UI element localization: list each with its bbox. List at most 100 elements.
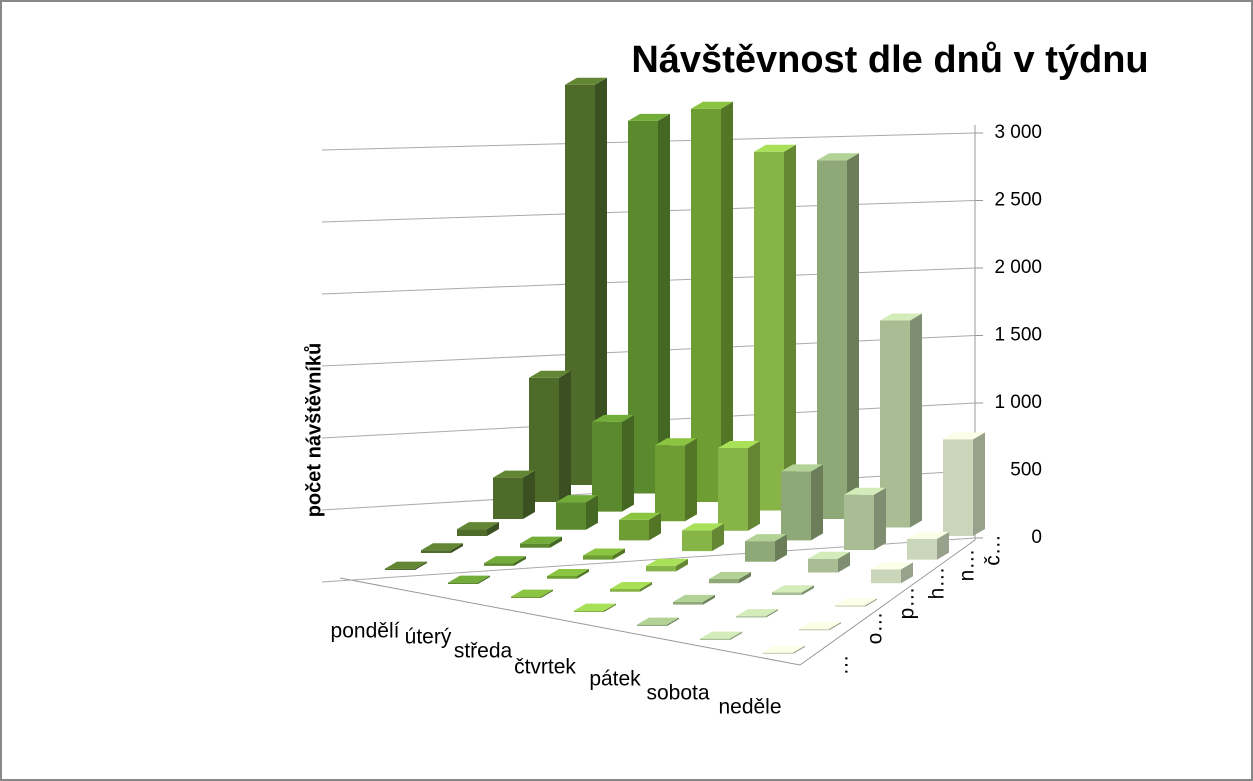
x-tick-label: středa bbox=[454, 640, 513, 663]
bar-side bbox=[721, 101, 733, 502]
bar-front bbox=[493, 477, 523, 519]
bar bbox=[610, 581, 652, 592]
bar-front bbox=[907, 538, 937, 560]
y-tick-label: 2 500 bbox=[994, 190, 1042, 211]
bar-top bbox=[709, 572, 751, 580]
bar-side bbox=[865, 598, 877, 607]
bar-top bbox=[511, 589, 553, 597]
bar-side bbox=[622, 414, 634, 512]
bar-front bbox=[763, 652, 793, 654]
bar-front bbox=[772, 592, 802, 595]
bar bbox=[619, 512, 661, 541]
bar-top bbox=[457, 522, 499, 530]
bar-front bbox=[583, 555, 613, 560]
bar-side bbox=[811, 464, 823, 541]
bar bbox=[421, 543, 463, 553]
bar-front bbox=[457, 529, 487, 536]
depth-label: o… bbox=[864, 612, 887, 645]
bar-top bbox=[592, 414, 634, 422]
x-tick-label: sobota bbox=[646, 682, 709, 705]
bar-front bbox=[673, 601, 703, 605]
bar bbox=[943, 432, 985, 536]
bar-front bbox=[808, 558, 838, 573]
bar-top bbox=[880, 313, 922, 321]
bar-side bbox=[604, 603, 616, 612]
bar-side bbox=[676, 558, 688, 572]
y-tick-label: 3 000 bbox=[994, 122, 1042, 143]
bar bbox=[718, 441, 760, 531]
bar-top bbox=[646, 558, 688, 566]
x-tick-label: pondělí bbox=[331, 620, 400, 643]
bar bbox=[754, 144, 796, 511]
bar-side bbox=[658, 113, 670, 494]
bar-top bbox=[754, 144, 796, 152]
x-tick-label: neděle bbox=[718, 696, 781, 719]
bar-side bbox=[847, 153, 859, 519]
bar-top bbox=[682, 523, 724, 531]
bar-side bbox=[451, 543, 463, 553]
bar-top bbox=[907, 531, 949, 539]
bar-front bbox=[835, 605, 865, 607]
bar bbox=[646, 558, 688, 572]
bar bbox=[763, 645, 805, 654]
bar-side bbox=[739, 572, 751, 584]
bar bbox=[691, 101, 733, 502]
bar-front bbox=[682, 530, 712, 552]
bar-side bbox=[730, 631, 742, 640]
bar bbox=[547, 569, 589, 579]
bar-top bbox=[637, 617, 679, 625]
bar bbox=[520, 536, 562, 548]
bar-side bbox=[487, 522, 499, 536]
bar-top bbox=[385, 561, 427, 569]
bar bbox=[772, 585, 814, 595]
bar-side bbox=[541, 589, 553, 598]
bar-side bbox=[793, 645, 805, 654]
bar-front bbox=[610, 588, 640, 592]
bar-front bbox=[943, 439, 973, 536]
y-tick-label: 1 000 bbox=[994, 392, 1042, 413]
bar-top bbox=[691, 101, 733, 109]
bar-side bbox=[802, 585, 814, 595]
bar-top bbox=[655, 438, 697, 446]
bar-front bbox=[421, 550, 451, 553]
bar-top bbox=[736, 609, 778, 617]
bar-top bbox=[835, 598, 877, 606]
bar-top bbox=[799, 622, 841, 630]
bar bbox=[673, 594, 715, 605]
bar bbox=[682, 523, 724, 552]
labels: 0 500 1 000 1 500 2 000 2 500 3 000 pondělí úter… bbox=[331, 122, 1042, 719]
bar-front bbox=[628, 120, 658, 494]
bar bbox=[736, 609, 778, 618]
bar bbox=[844, 487, 886, 550]
bar-top bbox=[871, 562, 913, 570]
bar-top bbox=[493, 470, 535, 478]
bar-top bbox=[610, 581, 652, 589]
bar-front bbox=[646, 565, 676, 572]
bar-front bbox=[745, 541, 775, 562]
bar-top bbox=[421, 543, 463, 551]
bar bbox=[817, 153, 859, 519]
bar bbox=[655, 438, 697, 522]
floor-edge bbox=[339, 539, 976, 666]
bar-side bbox=[829, 622, 841, 631]
bar-top bbox=[529, 370, 571, 378]
bar bbox=[700, 631, 742, 640]
bar bbox=[457, 522, 499, 536]
depth-label: h… bbox=[926, 567, 949, 600]
bar-side bbox=[784, 144, 796, 511]
bar-front bbox=[619, 519, 649, 541]
bar bbox=[871, 562, 913, 584]
bar-front bbox=[736, 616, 766, 618]
bar-front bbox=[520, 543, 550, 548]
bar-front bbox=[799, 629, 829, 631]
bar bbox=[637, 617, 679, 626]
bars bbox=[385, 77, 985, 654]
bar-side bbox=[640, 581, 652, 592]
bar-top bbox=[844, 487, 886, 495]
bar-top bbox=[718, 441, 760, 448]
bar-top bbox=[817, 153, 859, 161]
bar-side bbox=[559, 370, 571, 502]
bar-side bbox=[874, 487, 886, 550]
bar-side bbox=[667, 617, 679, 626]
